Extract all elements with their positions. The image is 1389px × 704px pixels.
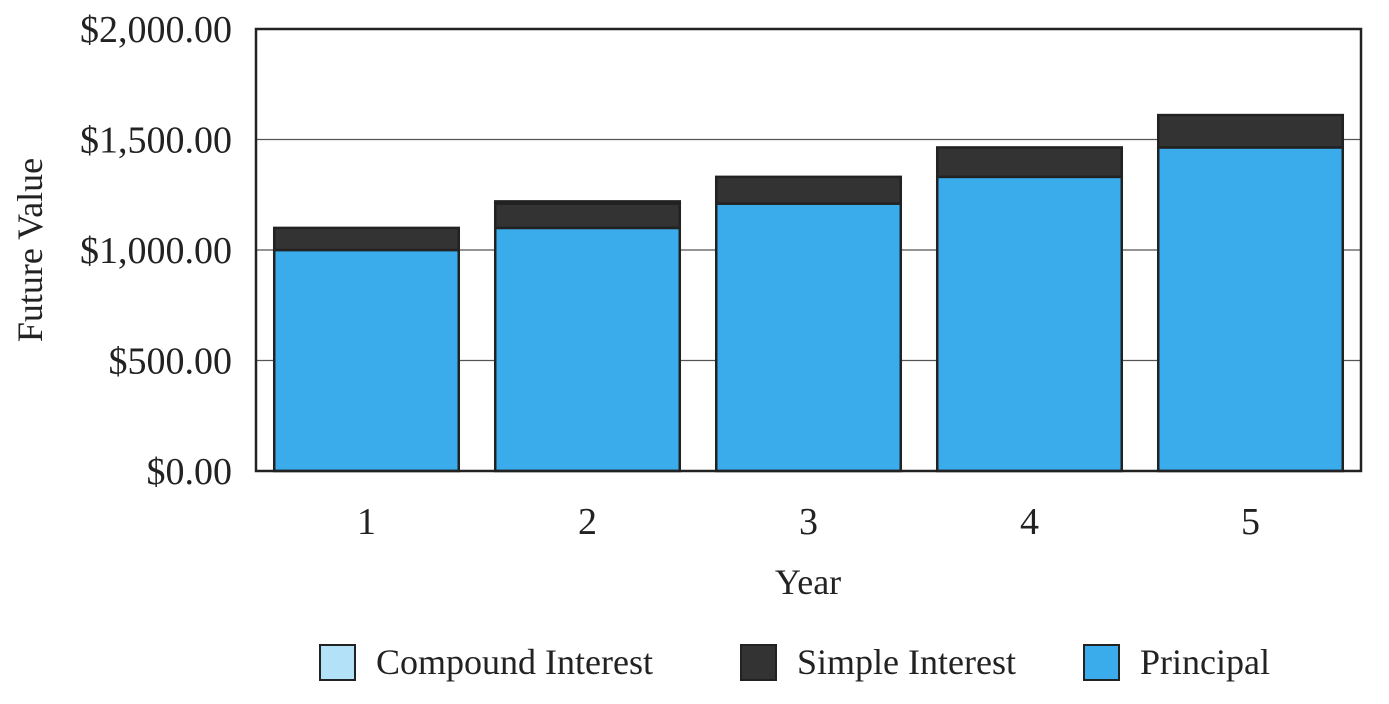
bar-compound-interest-year-2 xyxy=(493,200,682,205)
bar-simple-interest-year-4 xyxy=(935,146,1124,179)
plot-area-frame xyxy=(254,27,1363,473)
bar-principal-year-4 xyxy=(935,175,1124,473)
y-tick-label: $2,000.00 xyxy=(80,9,232,51)
y-tick-label: $0.00 xyxy=(147,451,233,493)
y-axis-title: Future Value xyxy=(10,158,50,342)
legend-swatch-compound-interest xyxy=(319,644,356,681)
bar-simple-interest-year-3 xyxy=(714,175,903,205)
y-tick-label: $500.00 xyxy=(109,341,233,383)
legend-label-compound-interest: Compound Interest xyxy=(376,642,653,682)
x-tick-label: 2 xyxy=(578,501,597,543)
legend-label-principal: Principal xyxy=(1140,642,1270,682)
y-axis-ticks: $0.00 $500.00 $1,000.00 $1,500.00 $2,000.00 xyxy=(80,9,232,493)
bar-principal-year-1 xyxy=(272,248,461,473)
x-tick-label: 3 xyxy=(799,501,818,543)
legend-label-simple-interest: Simple Interest xyxy=(797,642,1016,682)
y-tick-label: $1,000.00 xyxy=(80,230,232,272)
bar-stacks xyxy=(272,113,1345,473)
legend-swatch-principal xyxy=(1083,644,1120,681)
legend-swatch-simple-interest xyxy=(740,644,777,681)
y-tick-label: $1,500.00 xyxy=(80,120,232,162)
x-axis-ticks: 1 2 3 4 5 xyxy=(357,501,1260,543)
x-axis-title: Year xyxy=(775,562,841,602)
bar-simple-interest-year-2 xyxy=(493,202,682,230)
legend: Compound Interest Simple Interest Principa… xyxy=(319,642,1270,682)
x-tick-label: 5 xyxy=(1241,501,1260,543)
bar-simple-interest-year-1 xyxy=(272,226,461,252)
bar-principal-year-2 xyxy=(493,226,682,473)
bar-principal-year-3 xyxy=(714,202,903,473)
bar-principal-year-5 xyxy=(1156,146,1345,473)
x-tick-label: 4 xyxy=(1020,501,1039,543)
bar-simple-interest-year-5 xyxy=(1156,113,1345,149)
x-tick-label: 1 xyxy=(357,501,376,543)
